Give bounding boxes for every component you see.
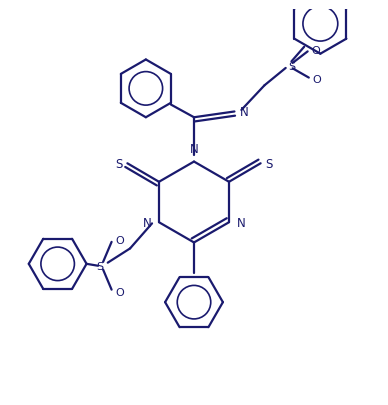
Text: S: S bbox=[265, 158, 273, 171]
Text: O: O bbox=[116, 235, 124, 245]
Text: O: O bbox=[312, 46, 320, 56]
Text: N: N bbox=[142, 216, 151, 229]
Text: S: S bbox=[288, 62, 296, 72]
Text: N: N bbox=[190, 143, 198, 156]
Text: N: N bbox=[240, 106, 249, 119]
Text: O: O bbox=[116, 287, 124, 297]
Text: S: S bbox=[115, 158, 123, 171]
Text: S: S bbox=[96, 261, 103, 271]
Text: O: O bbox=[313, 75, 321, 85]
Text: N: N bbox=[237, 216, 246, 229]
